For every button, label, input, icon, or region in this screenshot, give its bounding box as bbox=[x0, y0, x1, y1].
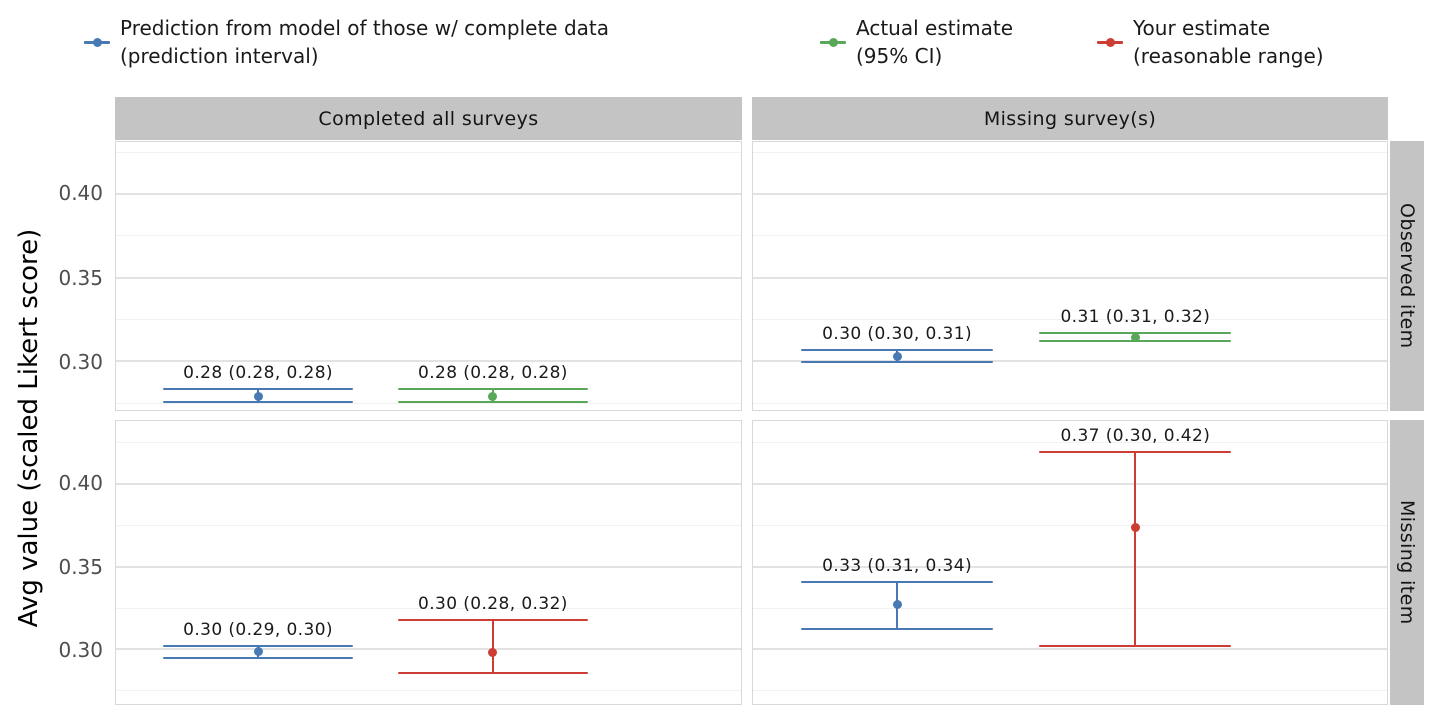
errorbar-cap-top bbox=[398, 618, 588, 621]
major-gridline bbox=[116, 192, 741, 195]
y-axis-tick-label: 0.35 bbox=[58, 554, 103, 579]
major-gridline bbox=[116, 360, 741, 363]
estimate-value-label: 0.31 (0.31, 0.32) bbox=[1060, 306, 1211, 327]
errorbar-cap-top bbox=[801, 348, 994, 351]
major-gridline bbox=[753, 192, 1387, 195]
facet-strip-col-missing-surveys: Missing survey(s) bbox=[752, 97, 1388, 140]
estimate-value-label: 0.33 (0.31, 0.34) bbox=[822, 556, 973, 577]
errorbar-cap-bottom bbox=[398, 401, 588, 404]
minor-gridline bbox=[753, 442, 1387, 443]
estimate-point bbox=[253, 392, 263, 402]
y-axis-tick-label: 0.40 bbox=[58, 181, 103, 206]
estimate-point bbox=[1130, 332, 1140, 342]
estimate-point bbox=[488, 392, 498, 402]
minor-gridline bbox=[116, 690, 741, 692]
minor-gridline bbox=[753, 151, 1387, 153]
errorbar-stem bbox=[491, 619, 494, 674]
minor-gridline bbox=[116, 402, 741, 404]
y-axis-tick-label: 0.30 bbox=[58, 638, 103, 662]
legend-label-actual: Actual estimate (95% CI) bbox=[856, 14, 1013, 70]
estimate-value-label: 0.28 (0.28, 0.28) bbox=[417, 363, 568, 384]
y-axis-tick-label: 0.30 bbox=[58, 350, 103, 375]
minor-gridline bbox=[116, 442, 741, 443]
major-gridline bbox=[753, 276, 1387, 279]
errorbar-cap-bottom bbox=[163, 656, 353, 659]
major-gridline bbox=[753, 565, 1387, 568]
pointrange-glyph-red-icon bbox=[1097, 10, 1123, 74]
major-gridline bbox=[116, 482, 741, 485]
legend-label-line2: (reasonable range) bbox=[1133, 44, 1324, 68]
estimate-point bbox=[1130, 523, 1140, 533]
panel-observed-completed: 0.28 (0.28, 0.28) 0.28 (0.28, 0.28) bbox=[115, 141, 742, 411]
estimate-value-label: 0.28 (0.28, 0.28) bbox=[183, 363, 333, 384]
pointrange-glyph-blue-icon bbox=[84, 10, 110, 74]
legend-label-your: Your estimate (reasonable range) bbox=[1133, 14, 1324, 70]
minor-gridline bbox=[116, 319, 741, 321]
facet-strip-row-observed-item: Observed item bbox=[1390, 141, 1424, 411]
panel-missing-item-missing-surveys: 0.33 (0.31, 0.34) 0.37 (0.30, 0.42) bbox=[752, 420, 1388, 705]
errorbar-stem bbox=[1134, 451, 1137, 647]
legend-label-line1: Actual estimate bbox=[856, 16, 1014, 40]
estimate-value-label: 0.30 (0.29, 0.30) bbox=[183, 620, 333, 641]
errorbar-cap-bottom bbox=[398, 672, 588, 675]
errorbar-cap-bottom bbox=[801, 627, 994, 630]
legend-item-your: Your estimate (reasonable range) bbox=[1097, 10, 1324, 74]
minor-gridline bbox=[753, 690, 1387, 692]
estimate-value-label: 0.30 (0.28, 0.32) bbox=[417, 593, 568, 614]
minor-gridline bbox=[753, 524, 1387, 526]
legend-label-prediction: Prediction from model of those w/ comple… bbox=[120, 14, 609, 70]
errorbar-cap-bottom bbox=[1039, 645, 1232, 648]
errorbar-cap-bottom bbox=[801, 361, 994, 364]
estimate-point bbox=[253, 647, 263, 657]
major-gridline bbox=[116, 648, 741, 651]
errorbar-cap-top bbox=[398, 388, 588, 391]
estimate-value-label: 0.30 (0.30, 0.31) bbox=[822, 323, 973, 344]
minor-gridline bbox=[753, 402, 1387, 404]
panel-observed-missing-surveys: 0.30 (0.30, 0.31) 0.31 (0.31, 0.32) bbox=[752, 141, 1388, 411]
glyph-dot bbox=[829, 38, 838, 47]
pointrange-glyph-green-icon bbox=[820, 10, 846, 74]
glyph-dot bbox=[93, 38, 102, 47]
major-gridline bbox=[753, 482, 1387, 485]
legend-label-line1: Your estimate bbox=[1133, 16, 1271, 40]
major-gridline bbox=[116, 565, 741, 568]
estimate-point bbox=[892, 351, 902, 361]
minor-gridline bbox=[116, 607, 741, 609]
facet-strip-col-completed: Completed all surveys bbox=[115, 97, 742, 140]
major-gridline bbox=[753, 360, 1387, 363]
minor-gridline bbox=[753, 235, 1387, 237]
errorbar-cap-top bbox=[163, 645, 353, 648]
legend-label-line1: Prediction from model of those w/ comple… bbox=[120, 16, 609, 40]
minor-gridline bbox=[116, 151, 741, 153]
estimate-value-label: 0.37 (0.30, 0.42) bbox=[1060, 425, 1211, 446]
legend-item-actual: Actual estimate (95% CI) bbox=[820, 10, 1013, 74]
glyph-dot bbox=[1106, 38, 1115, 47]
minor-gridline bbox=[116, 235, 741, 237]
legend-label-line2: (95% CI) bbox=[856, 44, 943, 68]
minor-gridline bbox=[116, 524, 741, 526]
errorbar-cap-top bbox=[1039, 450, 1232, 453]
major-gridline bbox=[116, 276, 741, 279]
y-axis-title: Avg value (scaled Likert score) bbox=[14, 228, 44, 628]
facet-strip-row-missing-item: Missing item bbox=[1390, 420, 1424, 705]
panel-missing-item-completed: 0.30 (0.29, 0.30) 0.30 (0.28, 0.32) bbox=[115, 420, 742, 705]
legend-label-line2: (prediction interval) bbox=[120, 44, 319, 68]
errorbar-cap-top bbox=[801, 581, 994, 584]
minor-gridline bbox=[753, 319, 1387, 321]
major-gridline bbox=[753, 648, 1387, 651]
estimate-point bbox=[488, 648, 498, 658]
y-axis-tick-label: 0.40 bbox=[58, 471, 103, 496]
estimate-point bbox=[892, 600, 902, 610]
minor-gridline bbox=[753, 607, 1387, 609]
y-axis-tick-label: 0.35 bbox=[58, 265, 103, 290]
errorbar-cap-bottom bbox=[163, 401, 353, 404]
errorbar-cap-top bbox=[163, 388, 353, 391]
legend-item-prediction: Prediction from model of those w/ comple… bbox=[84, 10, 609, 74]
